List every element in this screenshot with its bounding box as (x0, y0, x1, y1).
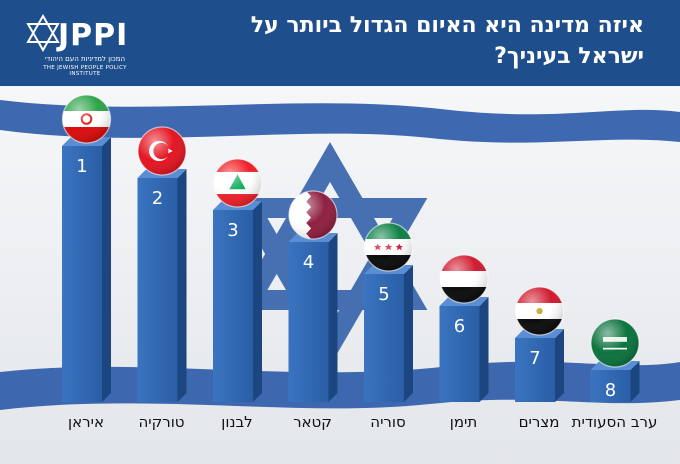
rank-label: 1 (76, 156, 87, 177)
rank-label: 3 (227, 220, 238, 241)
rank-label: 8 (605, 380, 616, 401)
logo-subtitle-hebrew: המכון למדיניות העם היהודי (44, 55, 126, 63)
logo-subtitle-english: THE JEWISH PEOPLE POLICY INSTITUTE (43, 65, 127, 77)
bar-side (404, 265, 413, 402)
bar-side (177, 169, 187, 402)
bar (439, 306, 480, 402)
header-bar: JPPI המכון למדיניות העם היהודי THE JEWIS… (0, 0, 680, 86)
bar (364, 274, 404, 402)
category-label: קטאר (293, 413, 332, 431)
iran-flag-icon (61, 94, 112, 144)
rank-label: 2 (152, 188, 163, 209)
bar (213, 210, 253, 402)
bar-group: 7 (514, 286, 565, 402)
rank-label: 6 (454, 316, 465, 337)
saudi-arabia-flag-icon (590, 318, 640, 368)
bar-group: 4 (288, 190, 338, 402)
turkey-flag-icon (137, 126, 187, 176)
bar-side (479, 297, 489, 402)
bar (137, 178, 178, 402)
bar-group: 5 (363, 222, 414, 402)
bar (590, 370, 631, 402)
bar-group: 1 (61, 94, 112, 402)
category-label: סוריה (370, 413, 405, 431)
category-label: לבנון (221, 413, 252, 431)
bar (62, 146, 102, 402)
bar-side (328, 233, 338, 402)
rank-label: 7 (529, 348, 540, 369)
category-label: טורקיה (138, 413, 184, 431)
category-label: תימן (450, 413, 478, 431)
bar (515, 338, 555, 402)
bar-side (253, 201, 262, 402)
bar-group: 8 (590, 318, 640, 402)
bar (288, 242, 329, 402)
bar-side (630, 361, 640, 402)
category-label: ערב הסעודית (572, 413, 658, 431)
chart-title: איזה מדינה היא האיום הגדול ביותר על ישרא… (250, 13, 644, 69)
logo: JPPI (58, 18, 129, 53)
category-labels: איראן טורקיה לבנון קטאר סוריה תימן מצרים ערב הס… (68, 413, 657, 431)
logo-star-icon (26, 14, 60, 52)
category-label: איראן (68, 413, 104, 431)
bar-group: 2 (137, 126, 187, 402)
bar-group: 6 (439, 254, 489, 402)
syria-flag-icon (363, 222, 414, 272)
egypt-flag-icon (514, 286, 565, 336)
qatar-flag-icon (288, 190, 338, 240)
rank-label: 5 (378, 284, 389, 305)
bars-group: 1 2 3 4 5 6 7 8 (61, 94, 640, 402)
bar-side (555, 329, 564, 402)
bar-side (102, 137, 111, 402)
lebanon-flag-icon (212, 158, 263, 208)
category-label: מצרים (519, 413, 560, 431)
yemen-flag-icon (439, 254, 489, 304)
rank-label: 4 (303, 252, 314, 273)
bar-group: 3 (212, 158, 263, 402)
